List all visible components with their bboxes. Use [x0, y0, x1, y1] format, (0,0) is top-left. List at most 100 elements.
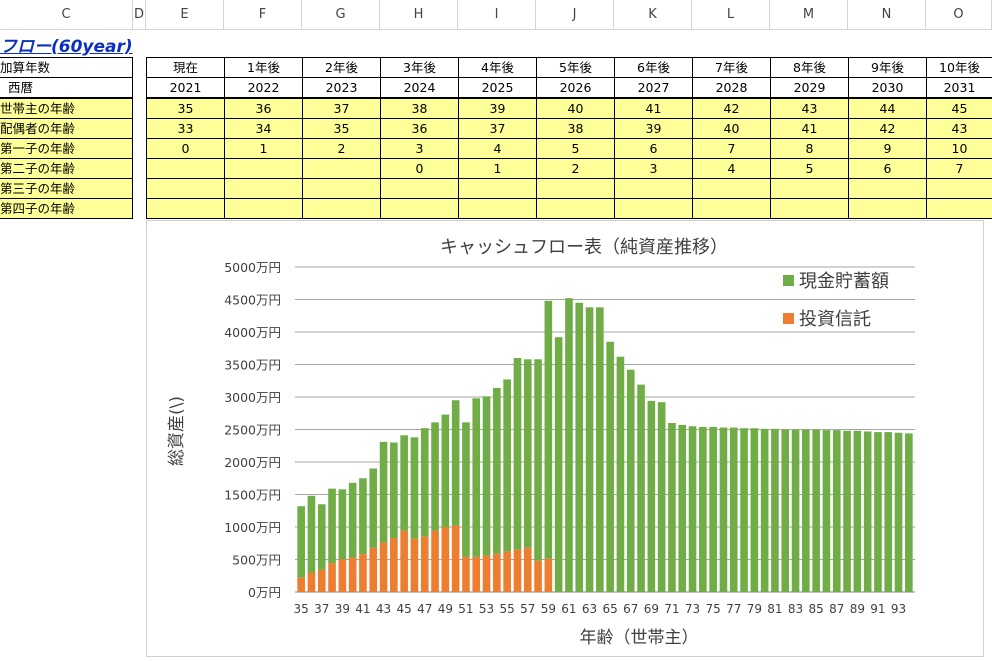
row-child3-age-cell[interactable] [146, 178, 225, 199]
row-offset-cell[interactable]: 4年後 [458, 57, 537, 78]
row-year-cell[interactable]: 2021 [146, 77, 225, 98]
row-child4-age-cell[interactable] [770, 198, 849, 219]
row-spouse-age-cell[interactable]: 35 [302, 118, 381, 139]
row-spouse-age-cell[interactable]: 37 [458, 118, 537, 139]
column-header-e[interactable]: E [146, 0, 224, 29]
row-child3-age-cell[interactable] [770, 178, 849, 199]
row-child1-age-cell[interactable]: 5 [536, 138, 615, 159]
cashflow-chart[interactable]: 0万円 500万円 1000万円 1500万円 2000万円 2500万円 3000万円 35… [146, 220, 984, 657]
row-child3-age-cell[interactable] [614, 178, 693, 199]
row-year-cell[interactable]: 2031 [926, 77, 992, 98]
column-header-l[interactable]: L [692, 0, 770, 29]
row-child2-age-cell[interactable]: 6 [848, 158, 927, 179]
row-child4-age-cell[interactable] [692, 198, 771, 219]
row-head-age-cell[interactable]: 42 [692, 98, 771, 119]
row-year-cell[interactable]: 2029 [770, 77, 849, 98]
row-year-cell[interactable]: 2026 [536, 77, 615, 98]
row-child2-age-cell[interactable]: 3 [614, 158, 693, 179]
row-year-cell[interactable]: 2023 [302, 77, 381, 98]
row-year-cell[interactable]: 2028 [692, 77, 771, 98]
row-child4-age-label[interactable]: 第四子の年齢 [0, 198, 133, 219]
row-child3-age-cell[interactable] [458, 178, 537, 199]
row-child2-age-cell[interactable]: 5 [770, 158, 849, 179]
row-child1-age-cell[interactable]: 7 [692, 138, 771, 159]
row-spouse-age-cell[interactable]: 40 [692, 118, 771, 139]
row-child3-age-cell[interactable] [536, 178, 615, 199]
row-offset-cell[interactable]: 5年後 [536, 57, 615, 78]
row-year-cell[interactable]: 2022 [224, 77, 303, 98]
row-offset-cell[interactable]: 9年後 [848, 57, 927, 78]
row-head-age-cell[interactable]: 38 [380, 98, 459, 119]
column-header-i[interactable]: I [458, 0, 536, 29]
row-child2-age-cell[interactable]: 0 [380, 158, 459, 179]
row-child4-age-cell[interactable] [614, 198, 693, 219]
row-year-cell[interactable]: 2027 [614, 77, 693, 98]
row-child1-age-label[interactable]: 第一子の年齢 [0, 138, 133, 159]
row-spouse-age-label[interactable]: 配偶者の年齢 [0, 118, 133, 139]
column-header-k[interactable]: K [614, 0, 692, 29]
row-head-age-cell[interactable]: 39 [458, 98, 537, 119]
row-child3-age-label[interactable]: 第三子の年齢 [0, 178, 133, 199]
row-child4-age-cell[interactable] [146, 198, 225, 219]
row-child1-age-cell[interactable]: 9 [848, 138, 927, 159]
row-child2-age-label[interactable]: 第二子の年齢 [0, 158, 133, 179]
row-child4-age-cell[interactable] [224, 198, 303, 219]
row-child2-age-cell[interactable]: 2 [536, 158, 615, 179]
row-child1-age-cell[interactable]: 2 [302, 138, 381, 159]
row-spouse-age-cell[interactable]: 38 [536, 118, 615, 139]
row-child1-age-cell[interactable]: 8 [770, 138, 849, 159]
row-head-age-cell[interactable]: 44 [848, 98, 927, 119]
row-offset-cell[interactable]: 10年後 [926, 57, 992, 78]
row-year-label[interactable]: 西暦 [0, 77, 133, 98]
column-header-f[interactable]: F [224, 0, 302, 29]
row-child3-age-cell[interactable] [224, 178, 303, 199]
row-year-cell[interactable]: 2024 [380, 77, 459, 98]
row-offset-cell[interactable]: 現在 [146, 57, 225, 78]
row-offset-cell[interactable]: 1年後 [224, 57, 303, 78]
row-offset-cell[interactable]: 2年後 [302, 57, 381, 78]
row-child1-age-cell[interactable]: 3 [380, 138, 459, 159]
row-offset-cell[interactable]: 7年後 [692, 57, 771, 78]
row-child1-age-cell[interactable]: 6 [614, 138, 693, 159]
row-child3-age-cell[interactable] [848, 178, 927, 199]
row-spouse-age-cell[interactable]: 34 [224, 118, 303, 139]
row-child4-age-cell[interactable] [302, 198, 381, 219]
row-spouse-age-cell[interactable]: 36 [380, 118, 459, 139]
row-child2-age-cell[interactable] [146, 158, 225, 179]
row-child1-age-cell[interactable]: 1 [224, 138, 303, 159]
column-header-g[interactable]: G [302, 0, 380, 29]
row-child3-age-cell[interactable] [302, 178, 381, 199]
row-head-age-cell[interactable]: 36 [224, 98, 303, 119]
row-child1-age-cell[interactable]: 0 [146, 138, 225, 159]
row-spouse-age-cell[interactable]: 42 [848, 118, 927, 139]
row-child4-age-cell[interactable] [536, 198, 615, 219]
column-header-m[interactable]: M [770, 0, 848, 29]
row-offset-cell[interactable]: 3年後 [380, 57, 459, 78]
row-child3-age-cell[interactable] [926, 178, 992, 199]
row-spouse-age-cell[interactable]: 41 [770, 118, 849, 139]
row-child2-age-cell[interactable]: 1 [458, 158, 537, 179]
row-child2-age-cell[interactable]: 4 [692, 158, 771, 179]
row-child2-age-cell[interactable] [224, 158, 303, 179]
row-head-age-cell[interactable]: 45 [926, 98, 992, 119]
row-child3-age-cell[interactable] [692, 178, 771, 199]
column-header-o[interactable]: O [926, 0, 992, 29]
row-spouse-age-cell[interactable]: 39 [614, 118, 693, 139]
row-child1-age-cell[interactable]: 10 [926, 138, 992, 159]
row-child4-age-cell[interactable] [458, 198, 537, 219]
row-child4-age-cell[interactable] [926, 198, 992, 219]
column-header-h[interactable]: H [380, 0, 458, 29]
row-head-age-cell[interactable]: 43 [770, 98, 849, 119]
row-head-age-cell[interactable]: 41 [614, 98, 693, 119]
column-header-n[interactable]: N [848, 0, 926, 29]
column-header-j[interactable]: J [536, 0, 614, 29]
row-child2-age-cell[interactable]: 7 [926, 158, 992, 179]
row-year-cell[interactable]: 2030 [848, 77, 927, 98]
row-child3-age-cell[interactable] [380, 178, 459, 199]
column-header-d[interactable]: D [133, 0, 146, 29]
row-head-age-cell[interactable]: 37 [302, 98, 381, 119]
row-child1-age-cell[interactable]: 4 [458, 138, 537, 159]
row-head-age-label[interactable]: 世帯主の年齢 [0, 98, 133, 119]
row-offset-label[interactable]: 加算年数 [0, 57, 133, 78]
column-header-c[interactable]: C [0, 0, 133, 29]
